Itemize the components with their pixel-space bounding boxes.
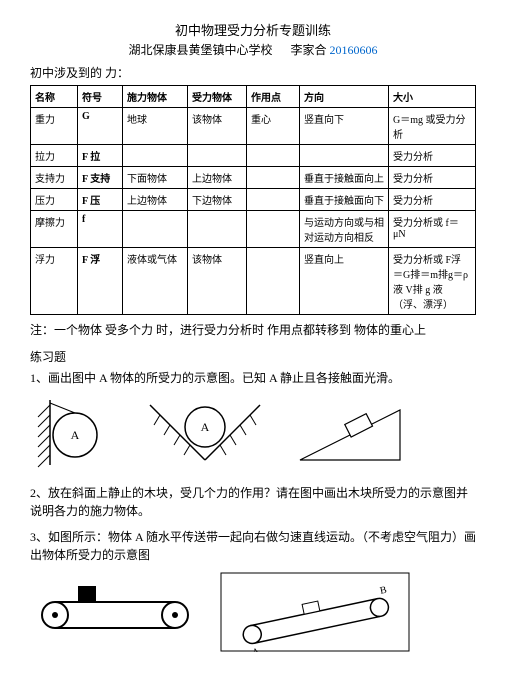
- cell: [247, 145, 300, 167]
- cell: [188, 145, 247, 167]
- cell: F 拉: [78, 145, 123, 167]
- cell: 受力分析: [389, 189, 476, 211]
- table-note: 注：一个物体 受多个力 时，进行受力分析时 作用点都转移到 物体的重心上: [30, 321, 476, 338]
- cell: [300, 145, 389, 167]
- cell: 摩擦力: [31, 211, 78, 248]
- cell: G: [78, 108, 123, 145]
- cell: 上边物体: [123, 189, 188, 211]
- th-shou: 受力物体: [188, 86, 247, 108]
- cell: [247, 248, 300, 315]
- cell: 受力分析: [389, 167, 476, 189]
- cell: 竖直向下: [300, 108, 389, 145]
- cell: 垂直于接触面向下: [300, 189, 389, 211]
- question-2: 2、放在斜面上静止的木块，受几个力的作用？请在图中画出木块所受力的示意图并说明各…: [30, 484, 476, 520]
- th-sym: 符号: [78, 86, 123, 108]
- cell: [247, 189, 300, 211]
- figure-q1a-icon: A: [30, 395, 120, 470]
- question-1: 1、画出图中 A 物体的所受力的示意图。已知 A 静止且各接触面光滑。: [30, 369, 476, 387]
- cell: F 压: [78, 189, 123, 211]
- cell: 受力分析: [389, 145, 476, 167]
- school-name: 湖北保康县黄堡镇中心学校: [128, 43, 272, 57]
- cell: F 支持: [78, 167, 123, 189]
- cell: 拉力: [31, 145, 78, 167]
- cell: 支持力: [31, 167, 78, 189]
- cell: 重力: [31, 108, 78, 145]
- cell: 地球: [123, 108, 188, 145]
- cell: [247, 211, 300, 248]
- th-shi: 施力物体: [123, 86, 188, 108]
- cell: 该物体: [188, 108, 247, 145]
- table-row: 浮力 F 浮 液体或气体 该物体 竖直向上 受力分析或 F浮＝G排＝m排g＝ρ液…: [31, 248, 476, 315]
- cell: 上边物体: [188, 167, 247, 189]
- svg-text:A: A: [201, 420, 210, 434]
- th-name: 名称: [31, 86, 78, 108]
- question-3: 3、如图所示：物体 A 随水平传送带一起向右做匀速直线运动。（不考虑空气阻力）画…: [30, 528, 476, 564]
- cell: 下边物体: [188, 189, 247, 211]
- figure-q1c-icon: [290, 395, 410, 470]
- forces-table: 名称 符号 施力物体 受力物体 作用点 方向 大小 重力 G 地球 该物体 重心…: [30, 85, 476, 315]
- figure-q3a-icon: [30, 580, 200, 645]
- figure-q3b-icon: A B: [220, 572, 410, 652]
- table-row: 支持力 F 支持 下面物体 上边物体 垂直于接触面向上 受力分析: [31, 167, 476, 189]
- table-row: 摩擦力 f 与运动方向或与相对运动方向相反 受力分析或 f＝μN: [31, 211, 476, 248]
- svg-text:A: A: [71, 428, 80, 442]
- th-da: 大小: [389, 86, 476, 108]
- cell: 液体或气体: [123, 248, 188, 315]
- cell: 竖直向上: [300, 248, 389, 315]
- th-fang: 方向: [300, 86, 389, 108]
- th-dian: 作用点: [247, 86, 300, 108]
- figure-q1b-icon: A: [140, 395, 270, 470]
- cell: 该物体: [188, 248, 247, 315]
- cell: [123, 211, 188, 248]
- cell: [247, 167, 300, 189]
- cell: 垂直于接触面向上: [300, 167, 389, 189]
- cell: 压力: [31, 189, 78, 211]
- cell: 下面物体: [123, 167, 188, 189]
- cell: 浮力: [31, 248, 78, 315]
- cell: F 浮: [78, 248, 123, 315]
- doc-date: 20160606: [330, 43, 378, 57]
- cell: 与运动方向或与相对运动方向相反: [300, 211, 389, 248]
- exercises-heading: 练习题: [30, 348, 476, 365]
- author-name: 李家合: [291, 43, 327, 57]
- cell: f: [78, 211, 123, 248]
- doc-title: 初中物理受力分析专题训练: [30, 20, 476, 39]
- table-row: 压力 F 压 上边物体 下边物体 垂直于接触面向下 受力分析: [31, 189, 476, 211]
- svg-text:B: B: [379, 585, 388, 597]
- cell: [123, 145, 188, 167]
- cell: 受力分析或 f＝μN: [389, 211, 476, 248]
- cell: 重心: [247, 108, 300, 145]
- intro-label: 初中涉及到的 力：: [30, 64, 476, 81]
- cell: 受力分析或 F浮＝G排＝m排g＝ρ液 V排 g 液（浮、漂浮）: [389, 248, 476, 315]
- cell: [188, 211, 247, 248]
- table-row: 重力 G 地球 该物体 重心 竖直向下 G＝mg 或受力分析: [31, 108, 476, 145]
- table-row: 拉力 F 拉 受力分析: [31, 145, 476, 167]
- cell: G＝mg 或受力分析: [389, 108, 476, 145]
